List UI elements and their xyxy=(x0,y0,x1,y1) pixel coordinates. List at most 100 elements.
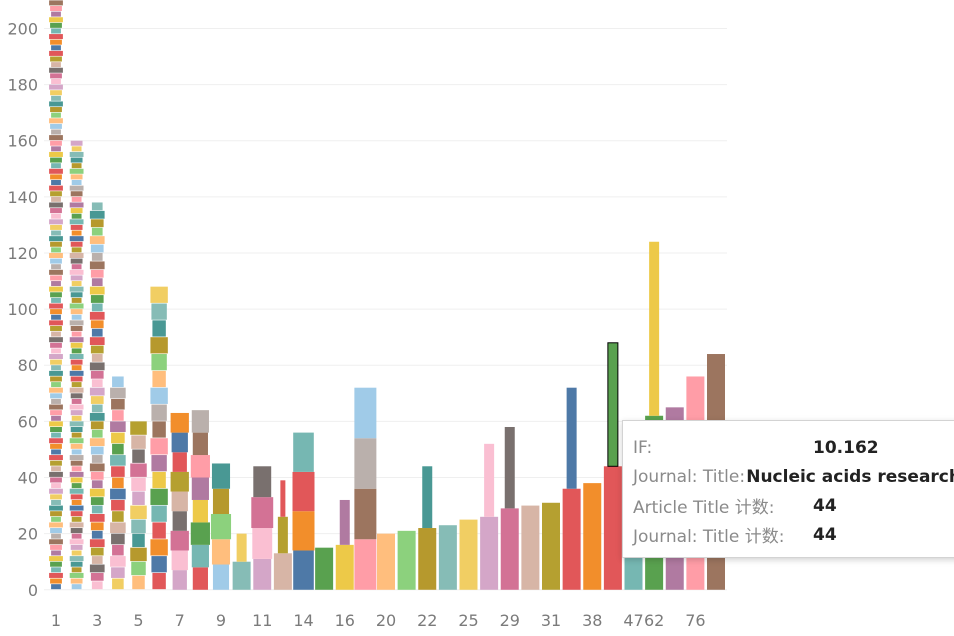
bar-segment xyxy=(50,325,62,331)
bar-segment xyxy=(90,572,104,581)
bar-segment xyxy=(49,522,63,528)
bar-segment xyxy=(192,499,208,523)
bar-segment xyxy=(71,398,82,404)
bar-segment xyxy=(50,241,62,247)
x-tick-label: 1 xyxy=(51,611,61,630)
bar-segment xyxy=(50,140,62,146)
bar-segment xyxy=(170,471,189,492)
bar-segment xyxy=(110,421,126,433)
bar-segment xyxy=(49,320,63,326)
bar-segment xyxy=(70,528,83,534)
bar-segment xyxy=(212,564,230,590)
bar-segment xyxy=(70,241,83,247)
bar-segment xyxy=(69,219,84,225)
bar-segment xyxy=(397,530,416,590)
bar-segment xyxy=(71,567,82,573)
bar-segment xyxy=(293,550,314,590)
y-tick-label: 160 xyxy=(7,132,38,151)
tooltip-row-journal-title: Journal: Title: Nucleic acids research xyxy=(633,462,954,491)
bar-segment xyxy=(172,452,187,472)
bar-segment xyxy=(292,471,315,512)
bar-segment xyxy=(438,525,457,590)
bar-segment xyxy=(150,337,168,354)
bar-segment xyxy=(91,581,103,590)
x-tick-label: 47 xyxy=(623,611,643,630)
bar-segment xyxy=(49,556,63,562)
tooltip-value: 44 xyxy=(813,495,837,516)
bar-segment xyxy=(521,505,540,590)
bar-segment xyxy=(236,533,247,562)
bar-segment xyxy=(90,396,104,404)
bar-segment xyxy=(51,264,61,270)
bar-segment xyxy=(70,258,83,264)
bar-segment xyxy=(152,471,166,489)
bar-segment xyxy=(110,455,126,466)
bar-segment xyxy=(132,491,145,505)
bar-segment xyxy=(51,247,61,253)
bar-segment xyxy=(91,227,103,236)
bar-segment xyxy=(50,258,62,264)
bar-segment xyxy=(51,331,61,337)
bar-segment xyxy=(49,67,63,73)
bar-segment xyxy=(50,107,62,113)
bar-segment xyxy=(566,387,577,489)
bar-segment xyxy=(89,286,105,295)
bar-segment xyxy=(422,466,433,529)
bar-segment xyxy=(70,494,83,500)
bar-segment xyxy=(132,533,145,548)
bar-segment xyxy=(91,379,103,388)
bar-segment xyxy=(49,50,63,56)
x-axis: 1 3 5 7 9 11 14 16 20 22 25 29 31 38 47 62 76 xyxy=(51,611,706,630)
bar-segment xyxy=(90,244,104,253)
bar-segment xyxy=(89,236,105,244)
bar-segment xyxy=(51,314,61,320)
bar-segment xyxy=(51,348,61,354)
bar-segment xyxy=(71,348,82,354)
bar-segment xyxy=(51,112,61,118)
x-tick-label: 22 xyxy=(417,611,437,630)
bar-segment xyxy=(71,415,82,421)
y-tick-label: 120 xyxy=(7,244,38,263)
bar-segment xyxy=(89,311,105,320)
bar-segment xyxy=(69,252,84,258)
bar-segment xyxy=(69,572,84,578)
bar-segment xyxy=(51,550,61,556)
bar-segment xyxy=(150,438,168,455)
bar-segment xyxy=(71,247,82,253)
bar-segment xyxy=(90,522,104,531)
bar-segment xyxy=(211,539,231,565)
bar-segment xyxy=(132,575,145,590)
y-tick-label: 180 xyxy=(7,76,38,95)
bar-segment xyxy=(50,443,62,449)
bar-segment xyxy=(112,511,124,522)
bar-segment xyxy=(49,404,63,410)
tooltip-row-journal-count: Journal: Title 计数: 44 xyxy=(633,520,954,549)
bar-segment xyxy=(91,530,103,539)
bar-segment xyxy=(69,556,84,562)
bar-segment xyxy=(69,505,84,511)
bar-segment xyxy=(130,547,147,562)
bar-segment xyxy=(69,151,84,157)
bar-segment xyxy=(293,432,314,472)
bar-segment xyxy=(112,410,124,421)
x-tick-label: 7 xyxy=(175,611,185,630)
bar-segment xyxy=(49,236,63,242)
bar-segment xyxy=(69,202,84,208)
bar-segment xyxy=(51,533,61,539)
x-tick-label: 38 xyxy=(582,611,602,630)
bar-segment xyxy=(50,292,62,298)
bar-segment xyxy=(89,362,105,371)
bar-segment xyxy=(252,528,273,559)
bar-segment xyxy=(172,511,187,531)
bar-segment xyxy=(51,398,61,404)
bar-segment xyxy=(89,564,105,573)
bar-segment xyxy=(69,269,84,275)
bar-segment xyxy=(71,584,82,590)
bar-segment xyxy=(69,488,84,494)
bar-segment xyxy=(49,286,63,292)
bar-segment xyxy=(91,202,103,211)
bar-segment xyxy=(71,466,82,472)
bar-segment xyxy=(91,278,103,287)
y-tick-label: 0 xyxy=(28,581,38,600)
bar-segment xyxy=(70,561,83,567)
